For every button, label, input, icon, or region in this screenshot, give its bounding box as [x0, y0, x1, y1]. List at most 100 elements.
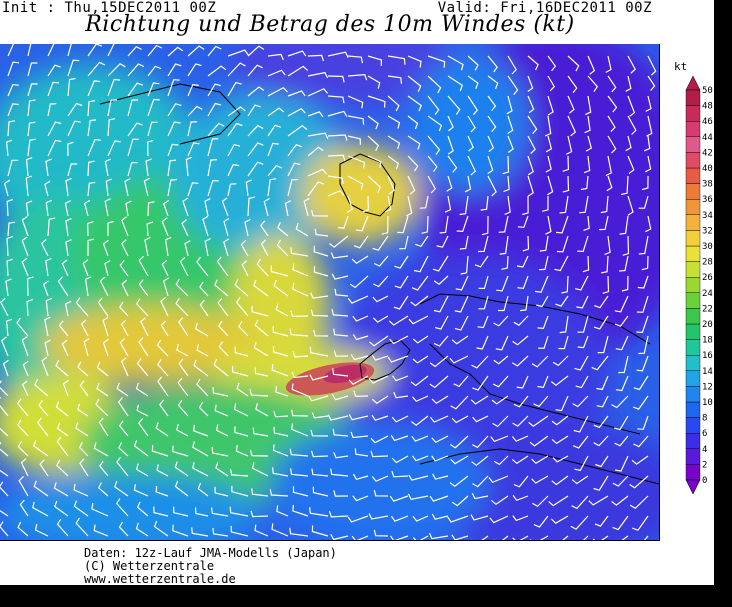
wind-barb	[507, 135, 514, 153]
wind-barb	[371, 395, 389, 404]
wind-barb	[91, 502, 109, 517]
colorbar-tick-label: 34	[702, 211, 713, 221]
wind-barb	[600, 195, 609, 214]
wind-barb	[577, 315, 589, 333]
wind-barb	[44, 180, 51, 197]
wind-barb	[144, 236, 151, 257]
wind-barb	[455, 275, 469, 291]
wind-barb	[430, 415, 449, 423]
wind-barb	[21, 236, 29, 257]
wind-barb	[328, 511, 349, 518]
wind-barb	[7, 61, 20, 77]
wind-barb	[56, 459, 69, 477]
wind-barb	[427, 75, 442, 94]
wind-barb	[234, 279, 249, 297]
wind-barb	[253, 341, 269, 357]
wind-barb	[25, 157, 33, 177]
wind-barb	[216, 256, 229, 277]
wind-barb	[407, 75, 422, 92]
wind-barb	[627, 155, 635, 174]
wind-barb	[118, 521, 129, 537]
wind-barb	[127, 138, 139, 157]
wind-barb	[638, 235, 649, 255]
wind-barb	[194, 507, 209, 517]
wind-barb	[614, 295, 629, 313]
wind-barb	[387, 175, 395, 195]
wind-barb	[472, 475, 489, 488]
colorbar-tick-label: 6	[702, 429, 707, 439]
wind-barb	[25, 200, 33, 217]
wind-barb	[178, 358, 189, 377]
wind-barb	[143, 177, 150, 197]
wind-barb	[118, 442, 129, 457]
wind-barb	[267, 178, 277, 197]
wind-barb	[82, 259, 89, 277]
wind-barb	[83, 338, 90, 357]
wind-barb	[531, 355, 549, 368]
wind-barb	[390, 434, 409, 442]
wind-barb	[241, 260, 249, 277]
wind-barb	[432, 473, 449, 480]
colorbar-tick-label: 50	[702, 86, 713, 96]
wind-barb	[619, 215, 629, 235]
wind-barb	[292, 504, 309, 517]
wind-barb	[102, 316, 109, 337]
wind-barb	[421, 215, 429, 234]
wind-barb	[230, 525, 249, 537]
wind-barb	[447, 75, 463, 92]
colorbar-swatch	[685, 339, 701, 356]
colorbar-swatch	[685, 230, 701, 247]
wind-barb	[562, 175, 570, 193]
wind-barb	[175, 278, 189, 297]
colorbar-swatch	[685, 417, 701, 434]
wind-barb	[229, 468, 249, 477]
wind-barb	[102, 338, 109, 357]
wind-barb	[539, 255, 549, 271]
wind-barb	[636, 355, 649, 372]
wind-barb	[187, 45, 205, 57]
wind-barb	[556, 235, 569, 253]
wind-barb	[545, 215, 552, 235]
wind-barb	[273, 426, 289, 437]
wind-barb	[167, 143, 179, 157]
wind-barb	[408, 474, 429, 481]
wind-barb	[561, 275, 569, 294]
wind-barb	[331, 394, 349, 401]
wind-barb	[312, 486, 329, 497]
wind-barb	[576, 295, 589, 309]
colorbar-swatch	[685, 152, 701, 169]
wind-barb	[310, 292, 329, 299]
wind-barb	[591, 355, 609, 371]
wind-barb	[333, 490, 349, 497]
wind-field-graphic	[0, 44, 659, 540]
copyright-line: (C) Wetterzentrale	[84, 559, 215, 573]
wind-barb	[174, 461, 189, 477]
wind-barb	[529, 435, 549, 447]
wind-barb	[20, 458, 29, 477]
wind-barb	[502, 155, 510, 175]
wind-barb	[587, 55, 596, 75]
wind-barb	[554, 255, 569, 272]
wind-barb	[167, 63, 182, 77]
valid-time-label: Valid: Fri,16DEC2011 00Z	[437, 0, 652, 16]
wind-barb	[517, 215, 529, 228]
wind-barb	[499, 235, 509, 255]
wind-barb	[337, 215, 349, 229]
wind-barb	[3, 179, 11, 197]
wind-barb	[547, 75, 556, 92]
wind-barb	[621, 535, 629, 540]
wind-barb	[614, 315, 629, 327]
wind-barb	[196, 256, 209, 277]
wind-barb	[529, 535, 549, 540]
wind-barb	[204, 198, 211, 217]
wind-barb	[611, 495, 629, 506]
wind-barb	[478, 235, 489, 253]
wind-barb	[327, 110, 348, 117]
wind-barb	[367, 115, 379, 130]
wind-barb	[333, 350, 349, 357]
colorbar-swatch	[685, 401, 701, 418]
wind-barb	[431, 395, 449, 404]
wind-barb	[135, 522, 149, 537]
website-link[interactable]: www.wetterzentrale.de	[84, 572, 236, 586]
wind-barb	[253, 279, 269, 297]
